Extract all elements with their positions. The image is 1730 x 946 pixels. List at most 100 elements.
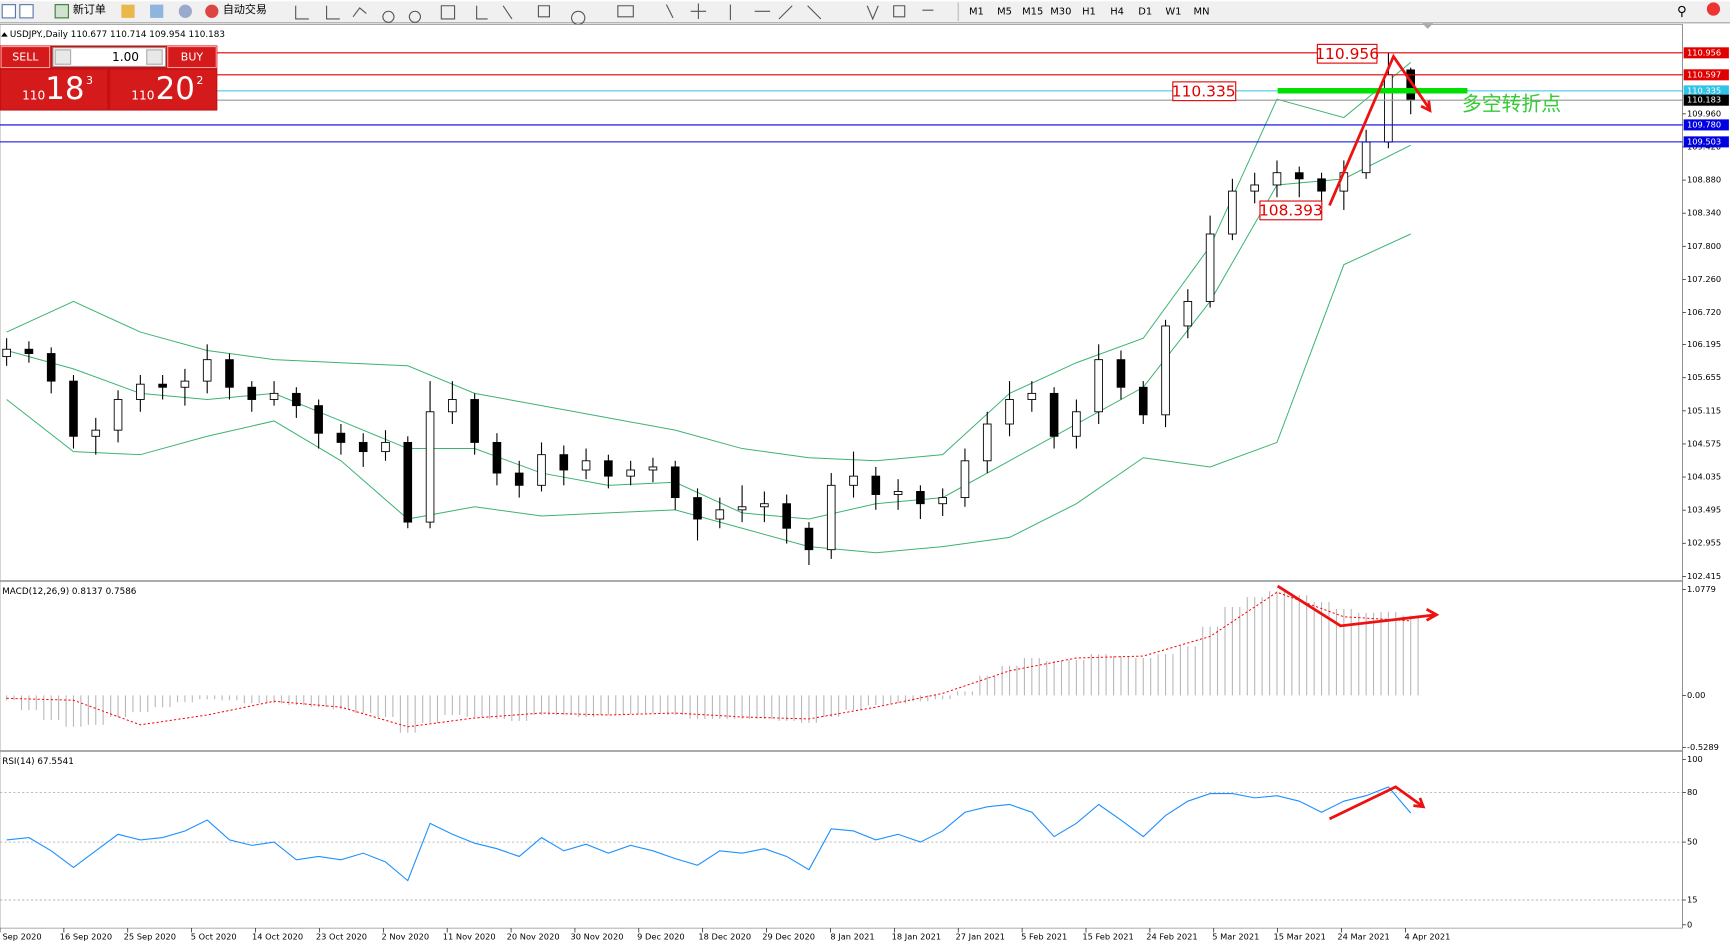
ask-big[interactable]: 110 bbox=[131, 89, 154, 103]
candle-body bbox=[1272, 172, 1282, 186]
candle-body bbox=[292, 392, 301, 407]
price-tag-label: 110.183 bbox=[1687, 95, 1721, 105]
candle-body bbox=[737, 506, 747, 511]
bid-main[interactable]: 18 bbox=[45, 71, 84, 107]
price-tag bbox=[1683, 47, 1729, 59]
icon[interactable] bbox=[1, 4, 16, 19]
sell-button[interactable] bbox=[0, 46, 51, 69]
bid-small[interactable]: 3 bbox=[86, 74, 93, 87]
ask-small[interactable]: 2 bbox=[196, 74, 203, 87]
price-tag bbox=[1683, 85, 1729, 97]
annotation-label: 110.956 bbox=[1315, 45, 1379, 63]
candle-body bbox=[46, 353, 56, 382]
y-tick-label: 104.575 bbox=[1687, 438, 1721, 448]
toolbar: 新订单 自动交易 M1 M5 M15 M30 H1 H4 D1 W1 MN ⚲ bbox=[0, 1, 1730, 26]
rsi-panel bbox=[0, 751, 1683, 929]
candle-body bbox=[24, 348, 34, 354]
y-tick-label: 107.800 bbox=[1687, 241, 1721, 251]
candle-body bbox=[760, 503, 769, 508]
x-tick-label: 30 Nov 2020 bbox=[571, 931, 624, 941]
candle-body bbox=[492, 441, 502, 474]
lots-field[interactable] bbox=[52, 47, 167, 67]
candle-body bbox=[849, 475, 858, 486]
rsi-line bbox=[6, 786, 1412, 882]
buy-button[interactable] bbox=[167, 46, 217, 69]
lots-value[interactable]: 1.00 bbox=[112, 50, 139, 64]
x-tick-label: 24 Mar 2021 bbox=[1337, 931, 1389, 941]
search-icon[interactable]: ⚲ bbox=[1677, 4, 1687, 19]
x-tick-label: 5 Oct 2020 bbox=[191, 931, 237, 941]
bid-big[interactable]: 110 bbox=[22, 89, 45, 103]
y-tick-label: 0 bbox=[1687, 919, 1692, 929]
icon[interactable] bbox=[150, 4, 164, 18]
icon[interactable] bbox=[178, 4, 192, 18]
icon[interactable] bbox=[19, 4, 34, 19]
icon[interactable] bbox=[205, 4, 219, 18]
y-tick-label: 106.720 bbox=[1687, 307, 1721, 317]
notification-badge[interactable] bbox=[1706, 2, 1721, 16]
new-order-button[interactable]: 新订单 bbox=[73, 2, 106, 16]
bollinger-band bbox=[6, 233, 1411, 554]
main-chart: USDJPY.,Daily 110.677 110.714 109.954 11… bbox=[0, 30, 1729, 941]
annotations: 110.956 110.335 108.393 多空转折点 bbox=[1172, 43, 1561, 821]
bollinger-band bbox=[6, 61, 1412, 462]
lots-down[interactable] bbox=[54, 49, 72, 65]
bid-box[interactable] bbox=[1, 69, 108, 110]
candle-body bbox=[826, 484, 836, 551]
x-tick-label: 18 Jan 2021 bbox=[892, 931, 942, 941]
candle-body bbox=[693, 497, 702, 520]
candle-body bbox=[314, 405, 323, 434]
candle-body bbox=[715, 509, 725, 520]
candle-body bbox=[581, 460, 591, 471]
candle-body bbox=[381, 441, 390, 453]
main-panel bbox=[0, 24, 1683, 581]
candle-body bbox=[158, 383, 167, 388]
candle-body bbox=[470, 399, 479, 443]
timeframe-button[interactable]: W1 bbox=[1165, 6, 1181, 17]
candle-body bbox=[782, 503, 791, 529]
annotation-box bbox=[1259, 200, 1323, 221]
auto-trading-button[interactable]: 自动交易 bbox=[223, 2, 267, 16]
x-tick-label: 24 Feb 2021 bbox=[1146, 931, 1197, 941]
lots-up[interactable] bbox=[146, 49, 163, 65]
candle-body bbox=[1183, 300, 1193, 327]
candle-body bbox=[403, 441, 413, 523]
ask-main[interactable]: 20 bbox=[156, 71, 195, 107]
candle-body bbox=[537, 454, 546, 486]
candle-body bbox=[247, 386, 257, 400]
sell-label[interactable]: SELL bbox=[12, 51, 39, 64]
candle-body bbox=[1294, 172, 1304, 180]
timeframe-bar: M1 M5 M15 M30 H1 H4 D1 W1 MN bbox=[969, 6, 1209, 17]
timeframe-button[interactable]: M15 bbox=[1022, 6, 1043, 17]
x-tick-label: 8 Jan 2021 bbox=[830, 931, 874, 941]
candle-body bbox=[1205, 233, 1215, 302]
icon[interactable] bbox=[121, 4, 135, 18]
ask-box[interactable] bbox=[110, 69, 217, 110]
x-tick-label: 25 Sep 2020 bbox=[124, 931, 176, 941]
price-tag bbox=[1683, 119, 1729, 131]
collapse-arrow bbox=[1, 32, 8, 37]
candle-body bbox=[269, 392, 279, 400]
timeframe-button[interactable]: M5 bbox=[997, 6, 1012, 17]
timeframe-button[interactable]: M1 bbox=[969, 6, 984, 17]
price-tag-label: 109.503 bbox=[1687, 136, 1721, 146]
timeframe-button[interactable]: H4 bbox=[1110, 6, 1124, 17]
timeframe-button[interactable]: MN bbox=[1194, 6, 1210, 17]
y-tick-label: 104.035 bbox=[1687, 472, 1721, 482]
timeframe-button[interactable]: H1 bbox=[1082, 6, 1096, 17]
x-tick-label: 15 Mar 2021 bbox=[1274, 931, 1326, 941]
buy-label[interactable]: BUY bbox=[181, 51, 204, 64]
x-tick-label: 9 Dec 2020 bbox=[637, 931, 685, 941]
price-tag bbox=[1683, 69, 1729, 81]
rsi-chart: RSI(14) 67.5541 0 15 50 80 100 bbox=[0, 754, 1703, 929]
candle-body bbox=[136, 383, 145, 400]
candle-body bbox=[2, 348, 11, 358]
timeframe-button[interactable]: D1 bbox=[1138, 6, 1152, 17]
timeframe-button[interactable]: M30 bbox=[1050, 6, 1071, 17]
candle-body bbox=[1228, 190, 1237, 235]
x-tick-label: 23 Oct 2020 bbox=[316, 931, 367, 941]
candle-body bbox=[604, 460, 613, 477]
icon[interactable] bbox=[54, 4, 69, 19]
